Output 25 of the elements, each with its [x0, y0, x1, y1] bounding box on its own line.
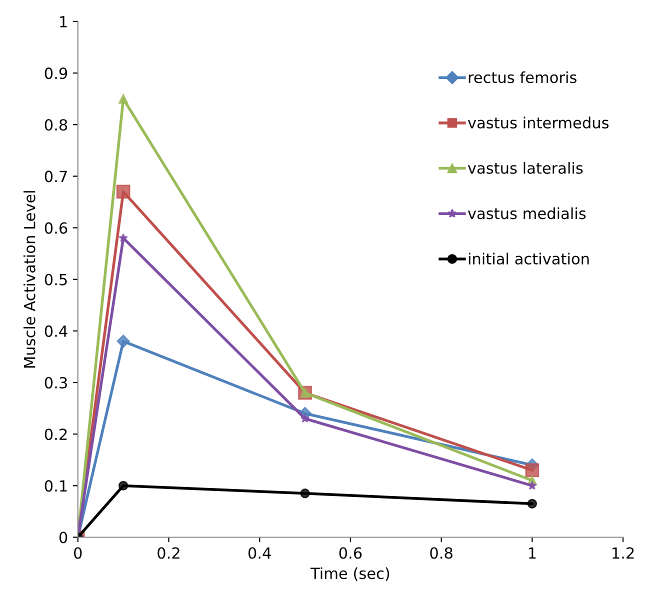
legend-label: vastus intermedus — [468, 116, 609, 129]
y-tick-label: 0.6 — [44, 222, 68, 234]
y-tick-label: 0.7 — [44, 170, 67, 182]
y-tick-label: 0.2 — [44, 428, 67, 440]
y-tick-label: 0.9 — [44, 68, 68, 80]
y-tick-label: 1 — [60, 16, 67, 28]
y-tick-label: 0.4 — [44, 325, 68, 337]
y-tick-label: 0 — [59, 532, 68, 544]
x-tick-label: 0.2 — [158, 547, 180, 559]
x-axis-title: Time (sec) — [310, 567, 390, 581]
y-tick-label: 0.1 — [44, 480, 67, 492]
y-tick-label: 0.3 — [44, 376, 67, 389]
x-tick-label: 0.4 — [248, 547, 271, 559]
legend-label: initial activation — [468, 252, 589, 265]
x-tick-label: 0.6 — [339, 547, 362, 559]
x-tick-label: 1 — [529, 547, 536, 559]
y-tick-label: 0.8 — [44, 119, 68, 131]
y-axis-title: Muscle Activation Level — [24, 191, 36, 368]
x-tick-label: 0 — [74, 547, 82, 559]
legend-label: rectus femoris — [468, 71, 576, 84]
x-tick-label: 0.8 — [430, 547, 452, 559]
legend-label: vastus medialis — [468, 207, 586, 220]
y-tick-label: 0.5 — [44, 274, 67, 286]
legend-label: vastus lateralis — [468, 162, 583, 174]
x-tick-label: 1.2 — [612, 547, 634, 559]
